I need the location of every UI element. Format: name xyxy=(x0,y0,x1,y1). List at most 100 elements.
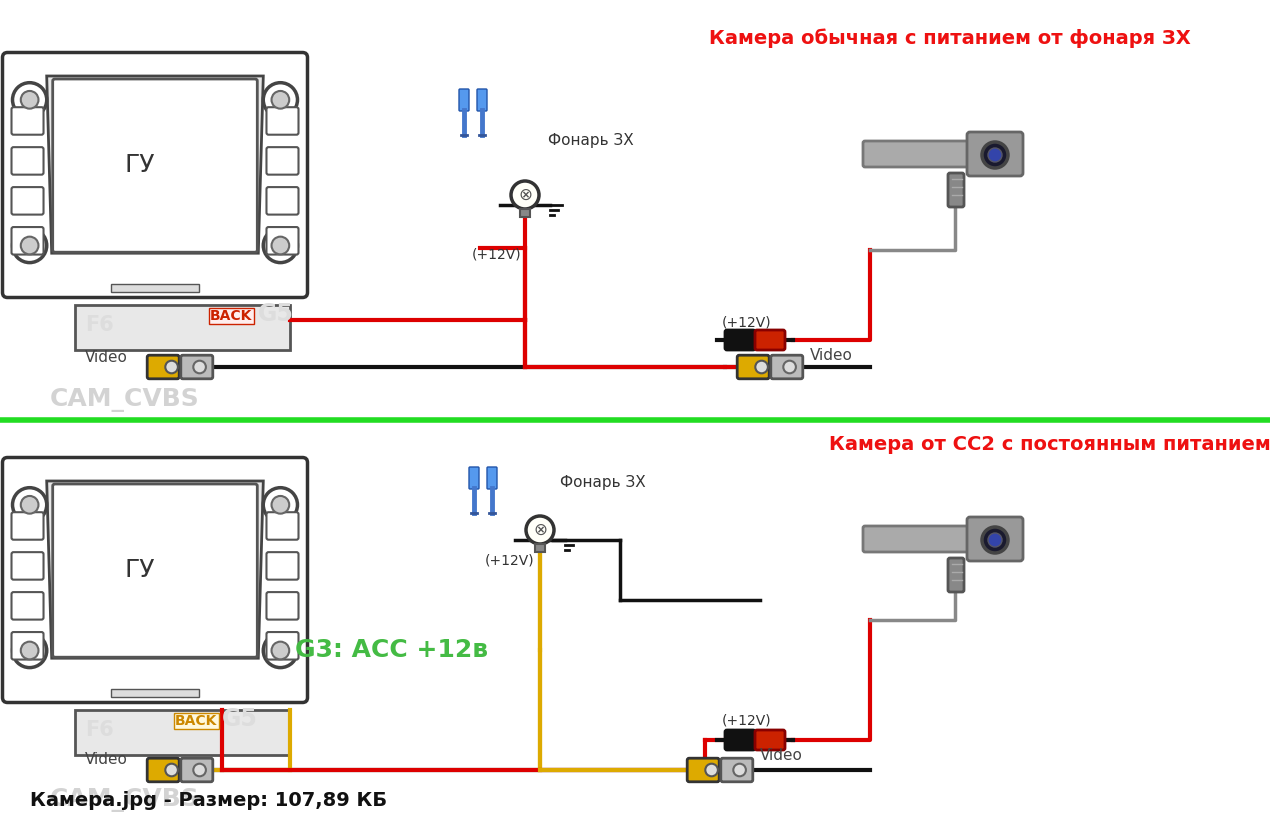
Circle shape xyxy=(263,83,297,117)
Text: Video: Video xyxy=(759,747,803,763)
FancyBboxPatch shape xyxy=(11,553,43,580)
FancyBboxPatch shape xyxy=(478,89,486,111)
Circle shape xyxy=(784,360,796,374)
Text: F6: F6 xyxy=(85,720,114,740)
Circle shape xyxy=(13,83,47,117)
FancyBboxPatch shape xyxy=(687,759,719,782)
Circle shape xyxy=(511,181,538,209)
Circle shape xyxy=(20,91,38,108)
Text: (+12V): (+12V) xyxy=(723,713,772,727)
Text: CAM_CVBS: CAM_CVBS xyxy=(50,788,199,812)
FancyBboxPatch shape xyxy=(147,759,179,782)
FancyBboxPatch shape xyxy=(11,108,43,135)
Circle shape xyxy=(193,360,206,374)
Text: Фонарь ЗХ: Фонарь ЗХ xyxy=(560,475,645,490)
FancyBboxPatch shape xyxy=(3,457,307,703)
FancyBboxPatch shape xyxy=(966,132,1024,176)
Text: G5: G5 xyxy=(258,302,293,326)
Circle shape xyxy=(526,516,554,544)
Circle shape xyxy=(988,148,1002,162)
FancyBboxPatch shape xyxy=(864,141,997,167)
Text: F6: F6 xyxy=(85,315,114,335)
Bar xyxy=(75,710,290,755)
Text: ⊗: ⊗ xyxy=(533,521,547,539)
Bar xyxy=(110,690,199,698)
Polygon shape xyxy=(47,481,263,658)
Circle shape xyxy=(13,488,47,522)
Circle shape xyxy=(733,764,745,777)
FancyBboxPatch shape xyxy=(725,330,754,350)
Circle shape xyxy=(272,642,290,659)
Bar xyxy=(535,544,545,552)
FancyBboxPatch shape xyxy=(11,632,43,659)
Text: ГУ: ГУ xyxy=(124,558,155,582)
FancyBboxPatch shape xyxy=(267,592,298,620)
FancyBboxPatch shape xyxy=(947,558,964,592)
FancyBboxPatch shape xyxy=(864,526,997,552)
Circle shape xyxy=(193,764,206,777)
FancyBboxPatch shape xyxy=(52,79,258,252)
Text: G3: АСС +12в: G3: АСС +12в xyxy=(295,638,488,662)
Circle shape xyxy=(263,633,297,667)
FancyBboxPatch shape xyxy=(11,147,43,175)
FancyBboxPatch shape xyxy=(469,467,479,489)
Text: (+12V): (+12V) xyxy=(485,553,535,567)
Circle shape xyxy=(165,764,178,777)
FancyBboxPatch shape xyxy=(11,592,43,620)
Circle shape xyxy=(982,527,1008,553)
Text: (+12V): (+12V) xyxy=(472,248,522,262)
Circle shape xyxy=(988,533,1002,547)
FancyBboxPatch shape xyxy=(721,759,753,782)
Text: Video: Video xyxy=(810,347,853,363)
Bar xyxy=(75,305,290,350)
FancyBboxPatch shape xyxy=(267,147,298,175)
FancyBboxPatch shape xyxy=(267,512,298,539)
Text: Video: Video xyxy=(85,351,128,365)
Bar xyxy=(519,209,530,217)
Bar xyxy=(110,285,199,292)
Circle shape xyxy=(20,236,38,255)
Circle shape xyxy=(705,764,718,777)
FancyBboxPatch shape xyxy=(267,187,298,214)
FancyBboxPatch shape xyxy=(267,227,298,255)
Circle shape xyxy=(982,142,1008,168)
Circle shape xyxy=(165,360,178,374)
FancyBboxPatch shape xyxy=(267,553,298,580)
FancyBboxPatch shape xyxy=(771,355,803,378)
Circle shape xyxy=(13,633,47,667)
FancyBboxPatch shape xyxy=(754,730,785,750)
FancyBboxPatch shape xyxy=(11,227,43,255)
Text: Камера.jpg - Размер: 107,89 КБ: Камера.jpg - Размер: 107,89 КБ xyxy=(30,791,387,810)
Circle shape xyxy=(20,496,38,514)
FancyBboxPatch shape xyxy=(966,517,1024,561)
Circle shape xyxy=(272,91,290,108)
Text: G5: G5 xyxy=(222,707,258,731)
FancyBboxPatch shape xyxy=(947,173,964,207)
Circle shape xyxy=(263,488,297,522)
Text: Камера обычная с питанием от фонаря ЗХ: Камера обычная с питанием от фонаря ЗХ xyxy=(709,28,1191,48)
Circle shape xyxy=(272,236,290,255)
Polygon shape xyxy=(47,76,263,253)
Circle shape xyxy=(13,228,47,263)
Text: Фонарь ЗХ: Фонарь ЗХ xyxy=(547,132,634,148)
Circle shape xyxy=(756,360,768,374)
Text: BACK: BACK xyxy=(175,714,217,728)
Text: Камера от СС2 с постоянным питанием: Камера от СС2 с постоянным питанием xyxy=(829,435,1270,454)
Text: Video: Video xyxy=(85,753,128,768)
FancyBboxPatch shape xyxy=(11,187,43,214)
FancyBboxPatch shape xyxy=(180,355,213,378)
FancyBboxPatch shape xyxy=(267,108,298,135)
Circle shape xyxy=(272,496,290,514)
FancyBboxPatch shape xyxy=(3,53,307,297)
Text: (+12V): (+12V) xyxy=(723,315,772,329)
FancyBboxPatch shape xyxy=(11,512,43,539)
Text: ГУ: ГУ xyxy=(124,153,155,177)
Text: ⊗: ⊗ xyxy=(518,186,532,204)
Circle shape xyxy=(263,228,297,263)
FancyBboxPatch shape xyxy=(147,355,179,378)
FancyBboxPatch shape xyxy=(458,89,469,111)
FancyBboxPatch shape xyxy=(737,355,770,378)
FancyBboxPatch shape xyxy=(180,759,213,782)
FancyBboxPatch shape xyxy=(754,330,785,350)
FancyBboxPatch shape xyxy=(52,484,258,657)
